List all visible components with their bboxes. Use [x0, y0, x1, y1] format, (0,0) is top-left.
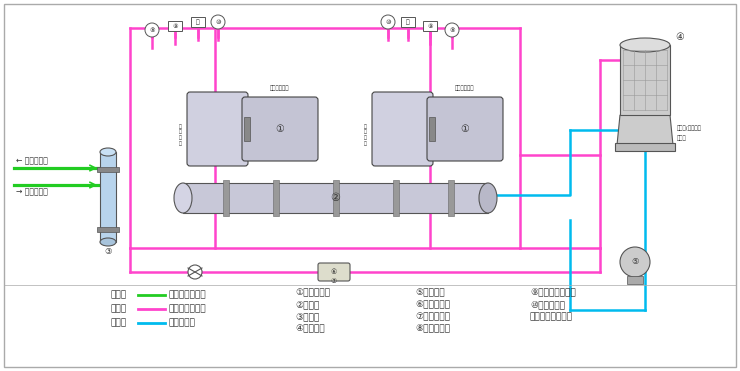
Text: → 载冷剂流入: → 载冷剂流入	[16, 187, 48, 196]
FancyBboxPatch shape	[427, 97, 503, 161]
Bar	[168, 21, 182, 31]
FancyBboxPatch shape	[372, 92, 433, 166]
Text: ①: ①	[460, 124, 469, 134]
Text: ⑤: ⑤	[631, 257, 639, 266]
Text: 蓝色线: 蓝色线	[110, 318, 126, 328]
Text: ⑧低压压力表: ⑧低压压力表	[415, 325, 450, 334]
Bar	[97, 167, 119, 172]
FancyBboxPatch shape	[318, 263, 350, 281]
Bar	[333, 180, 339, 216]
Text: ③蒸发器: ③蒸发器	[295, 312, 319, 322]
Bar	[627, 276, 643, 284]
FancyBboxPatch shape	[187, 92, 248, 166]
Text: ⑩: ⑩	[215, 20, 221, 24]
Text: ⑨低压压力控制器: ⑨低压压力控制器	[530, 289, 576, 298]
Bar	[401, 17, 415, 27]
Text: ⑦供液膨胀阀: ⑦供液膨胀阀	[415, 312, 450, 322]
Text: 红色线: 红色线	[110, 305, 126, 313]
Text: ⑪高压压力控制器: ⑪高压压力控制器	[530, 312, 573, 322]
Circle shape	[188, 265, 202, 279]
Text: 低
压
吸
气: 低 压 吸 气	[363, 124, 366, 146]
Text: 低
压
吸
气: 低 压 吸 气	[178, 124, 181, 146]
Text: ①螺杆压缩机: ①螺杆压缩机	[295, 289, 330, 298]
Bar	[429, 117, 435, 141]
Text: ④: ④	[675, 32, 684, 42]
Text: 补水口(浮球控制: 补水口(浮球控制	[677, 125, 702, 131]
Text: 高压排气通向: 高压排气通向	[270, 85, 290, 91]
Text: ⑦: ⑦	[331, 278, 337, 284]
Circle shape	[620, 247, 650, 277]
Ellipse shape	[479, 183, 497, 213]
FancyBboxPatch shape	[242, 97, 318, 161]
Circle shape	[211, 15, 225, 29]
Bar	[448, 180, 454, 216]
Text: ⑪: ⑪	[406, 19, 410, 25]
Text: 高压排气通向: 高压排气通向	[455, 85, 475, 91]
Text: ①: ①	[275, 124, 284, 134]
Text: 载冷剂循环回路: 载冷剂循环回路	[168, 290, 206, 299]
Ellipse shape	[620, 38, 670, 52]
Bar	[100, 152, 116, 242]
Circle shape	[445, 23, 459, 37]
Text: ⑨: ⑨	[172, 23, 178, 29]
Circle shape	[145, 23, 159, 37]
Ellipse shape	[100, 148, 116, 156]
Text: ③: ③	[104, 247, 112, 256]
Ellipse shape	[100, 238, 116, 246]
Text: ⑥干燥过滤器: ⑥干燥过滤器	[415, 301, 450, 309]
Text: ⑪: ⑪	[196, 19, 200, 25]
Polygon shape	[617, 115, 673, 145]
Bar	[393, 180, 399, 216]
Bar	[97, 227, 119, 232]
Polygon shape	[620, 45, 670, 115]
Text: ②冷凝器: ②冷凝器	[295, 301, 319, 309]
Text: ⑧: ⑧	[449, 27, 455, 33]
Text: 水循环回路: 水循环回路	[168, 318, 195, 328]
Bar	[244, 117, 250, 141]
Circle shape	[381, 15, 395, 29]
Text: ⑧: ⑧	[149, 27, 155, 33]
Bar	[223, 180, 229, 216]
Text: ②: ②	[331, 193, 340, 203]
Ellipse shape	[174, 183, 192, 213]
Text: ⑩: ⑩	[386, 20, 391, 24]
Text: 绿色线: 绿色线	[110, 290, 126, 299]
Text: ⑤冷却水泵: ⑤冷却水泵	[415, 289, 445, 298]
Text: 排污阀: 排污阀	[677, 135, 687, 141]
Text: ⑨: ⑨	[427, 23, 433, 29]
Text: ← 载冷剂出口: ← 载冷剂出口	[16, 156, 48, 165]
Bar	[191, 17, 205, 27]
Text: ④冷却水塔: ④冷却水塔	[295, 325, 325, 334]
Bar	[183, 183, 488, 213]
Text: 制冷剂循环回路: 制冷剂循环回路	[168, 305, 206, 313]
Bar	[273, 180, 279, 216]
Text: ⑥: ⑥	[331, 269, 337, 275]
Bar	[615, 143, 675, 151]
Text: ⑩高压压力表: ⑩高压压力表	[530, 301, 565, 309]
Bar	[423, 21, 437, 31]
